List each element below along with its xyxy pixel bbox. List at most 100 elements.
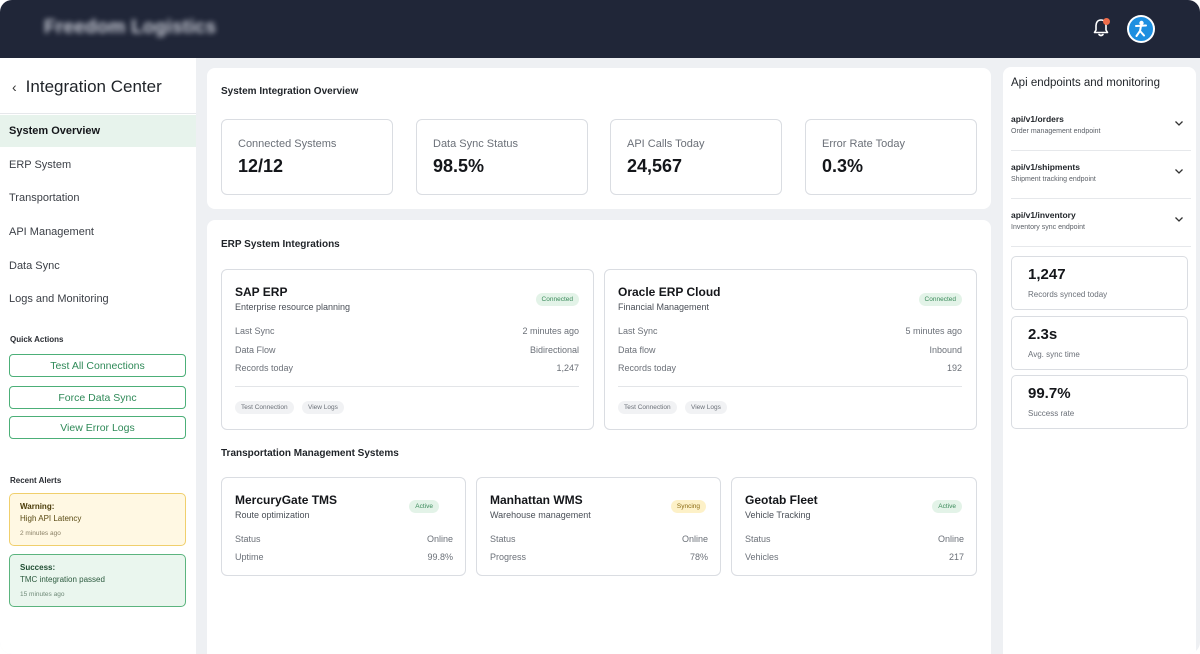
endpoint-path: api/v1/shipments	[1011, 162, 1080, 172]
metric-value: 1,247	[1028, 266, 1066, 283]
erp-card-oracle[interactable]: Oracle ERP Cloud Financial Management Co…	[604, 269, 977, 430]
row-label: Vehicles	[745, 552, 779, 562]
chevron-down-icon[interactable]	[1174, 166, 1184, 176]
stat-card-error-rate: Error Rate Today 0.3%	[805, 119, 977, 195]
metric-label: Success rate	[1028, 409, 1075, 418]
user-avatar[interactable]	[1127, 15, 1155, 43]
nav-item-erp-system[interactable]: ERP System	[9, 159, 72, 171]
brand-name: Freedom Logistics	[44, 17, 217, 38]
erp-section-title: ERP System Integrations	[221, 239, 340, 250]
status-badge: Active	[409, 500, 439, 513]
nav-item-transportation[interactable]: Transportation	[9, 192, 80, 204]
divider	[618, 386, 962, 387]
card-title: SAP ERP	[235, 285, 288, 299]
divider	[1011, 246, 1191, 247]
tms-card-geotab[interactable]: Geotab Fleet Vehicle Tracking Active Sta…	[731, 477, 977, 576]
card-subtitle: Enterprise resource planning	[235, 302, 351, 312]
divider	[235, 386, 579, 387]
status-badge: Syncing	[670, 500, 706, 513]
endpoint-path: api/v1/orders	[1011, 114, 1064, 124]
row-value: 78%	[689, 552, 708, 562]
chevron-down-icon[interactable]	[1174, 118, 1184, 128]
api-panel-title: Api endpoints and monitoring	[1011, 77, 1160, 89]
row-value: 217	[948, 552, 964, 562]
row-value: Inbound	[929, 345, 962, 355]
alert-message: High API Latency	[20, 514, 82, 523]
row-label: Progress	[490, 552, 527, 562]
test-connection-button[interactable]: Test Connection	[618, 401, 677, 414]
row-value: 5 minutes ago	[905, 326, 962, 336]
nav-item-data-sync[interactable]: Data Sync	[9, 260, 60, 272]
top-bar: Freedom Logistics	[0, 0, 1200, 58]
row-value: 2 minutes ago	[522, 326, 579, 336]
row-value: Bidirectional	[529, 345, 579, 355]
test-connection-button[interactable]: Test Connection	[235, 401, 294, 414]
tms-card-mercurygate[interactable]: MercuryGate TMS Route optimization Activ…	[221, 477, 466, 576]
tms-card-manhattan[interactable]: Manhattan WMS Warehouse management Synci…	[476, 477, 721, 576]
view-error-logs-button[interactable]: View Error Logs	[9, 416, 186, 439]
row-label: Status	[490, 534, 516, 544]
metric-avg-sync-time: 2.3s Avg. sync time	[1011, 316, 1188, 370]
sidebar-title: Integration Center	[25, 77, 162, 96]
sidebar-header: ‹ Integration Center	[12, 77, 162, 97]
chevron-down-icon[interactable]	[1174, 214, 1184, 224]
test-all-connections-button[interactable]: Test All Connections	[9, 354, 186, 377]
stat-value: 12/12	[238, 156, 284, 176]
endpoint-description: Shipment tracking endpoint	[1011, 176, 1096, 183]
alert-message: TMC integration passed	[20, 575, 105, 584]
row-label: Status	[235, 534, 261, 544]
metric-label: Avg. sync time	[1028, 350, 1080, 359]
stat-label: Data Sync Status	[433, 138, 518, 150]
sidebar: ‹ Integration Center System Overview ERP…	[0, 58, 196, 654]
row-value: Online	[937, 534, 964, 544]
row-value: 1,247	[556, 363, 579, 373]
card-title: Oracle ERP Cloud	[618, 285, 721, 299]
force-data-sync-button[interactable]: Force Data Sync	[9, 386, 186, 409]
api-endpoints-panel: Api endpoints and monitoring api/v1/orde…	[1003, 67, 1196, 654]
row-value: 192	[946, 363, 962, 373]
nav-item-api-management[interactable]: API Management	[9, 226, 94, 238]
nav-item-system-overview[interactable]: System Overview	[0, 115, 196, 147]
stat-value: 98.5%	[433, 156, 485, 176]
metric-label: Records synced today	[1028, 290, 1108, 299]
metric-records-synced: 1,247 Records synced today	[1011, 256, 1188, 310]
stat-card-api-calls: API Calls Today 24,567	[610, 119, 782, 195]
row-label: Last Sync	[618, 326, 658, 336]
stat-label: API Calls Today	[627, 138, 705, 150]
row-label: Records today	[618, 363, 677, 373]
endpoint-inventory[interactable]: api/v1/inventory Inventory sync endpoint	[1003, 199, 1196, 247]
row-value: Online	[426, 534, 453, 544]
endpoint-orders[interactable]: api/v1/orders Order management endpoint	[1003, 103, 1196, 151]
row-value: 99.8%	[427, 552, 453, 562]
alert-warning[interactable]: Warning: High API Latency 2 minutes ago	[9, 493, 186, 546]
recent-alerts-label: Recent Alerts	[10, 476, 62, 485]
alert-success[interactable]: Success: TMC integration passed 15 minut…	[9, 554, 186, 607]
row-label: Data Flow	[235, 345, 276, 355]
row-label: Uptime	[235, 552, 264, 562]
metric-value: 2.3s	[1028, 326, 1058, 343]
endpoint-description: Order management endpoint	[1011, 128, 1101, 135]
stat-label: Error Rate Today	[822, 138, 905, 150]
row-label: Status	[745, 534, 771, 544]
card-subtitle: Financial Management	[618, 302, 710, 312]
row-label: Last Sync	[235, 326, 275, 336]
view-logs-button[interactable]: View Logs	[302, 401, 344, 414]
alert-timestamp: 2 minutes ago	[20, 530, 61, 537]
view-logs-button[interactable]: View Logs	[685, 401, 727, 414]
card-subtitle: Warehouse management	[490, 510, 591, 520]
endpoint-shipments[interactable]: api/v1/shipments Shipment tracking endpo…	[1003, 151, 1196, 199]
status-badge: Connected	[918, 293, 962, 306]
card-subtitle: Vehicle Tracking	[745, 510, 811, 520]
stat-value: 0.3%	[822, 156, 864, 176]
card-title: Manhattan WMS	[490, 493, 583, 507]
card-title: Geotab Fleet	[745, 493, 818, 507]
erp-card-sap[interactable]: SAP ERP Enterprise resource planning Con…	[221, 269, 594, 430]
row-label: Data flow	[618, 345, 656, 355]
endpoint-path: api/v1/inventory	[1011, 210, 1076, 220]
stat-value: 24,567	[627, 156, 683, 176]
stat-card-data-sync-status: Data Sync Status 98.5%	[416, 119, 588, 195]
nav-item-logs-monitoring[interactable]: Logs and Monitoring	[9, 293, 109, 305]
back-chevron-icon[interactable]: ‹	[12, 79, 17, 95]
stat-card-connected-systems: Connected Systems 12/12	[221, 119, 393, 195]
